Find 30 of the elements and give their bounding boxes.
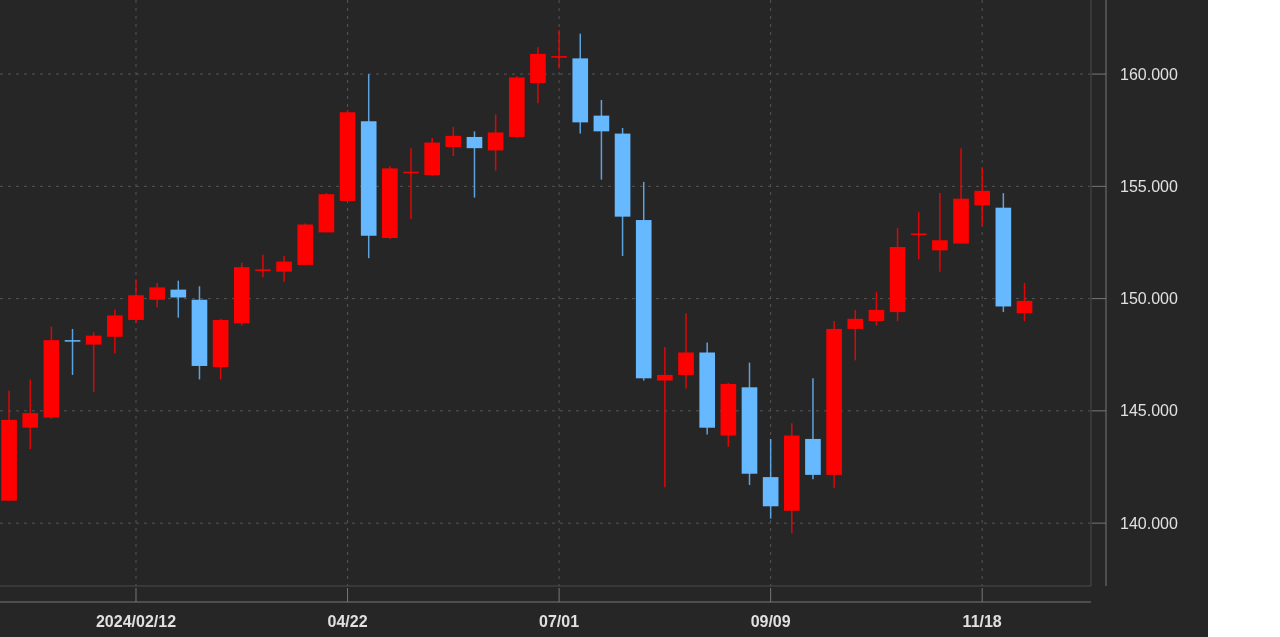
candlestick — [593, 99, 610, 181]
candlestick — [551, 29, 567, 70]
x-tick-label: 09/09 — [750, 613, 791, 630]
candlestick — [974, 166, 991, 227]
candlestick — [932, 192, 948, 273]
y-tick-label: 140.000 — [1120, 514, 1178, 532]
y-tick-label: 160.000 — [1120, 65, 1178, 83]
candlestick — [847, 309, 864, 362]
y-tick-label: 155.000 — [1120, 177, 1178, 195]
candlestick — [149, 282, 165, 309]
y-tick-label: 145.000 — [1120, 402, 1178, 420]
candlestick — [1016, 282, 1033, 322]
x-tick-label: 04/22 — [327, 613, 368, 630]
candlestick — [255, 254, 271, 279]
candlestick — [276, 255, 292, 283]
candlestick — [22, 378, 39, 450]
x-tick-label: 2024/02/12 — [95, 613, 177, 630]
candlestick — [466, 130, 483, 199]
candlestick — [445, 126, 462, 157]
candlestick — [107, 309, 123, 355]
candlestick — [678, 312, 694, 390]
y-tick-label: 150.000 — [1120, 290, 1178, 308]
candlestick — [170, 279, 187, 319]
candlestick — [85, 331, 102, 393]
x-tick-label: 11/18 — [962, 613, 1002, 630]
candlestick — [657, 346, 673, 488]
candlestick — [868, 291, 885, 327]
candlestick — [487, 113, 504, 172]
candlestick — [64, 328, 81, 376]
x-tick-label: 07/01 — [539, 613, 580, 630]
